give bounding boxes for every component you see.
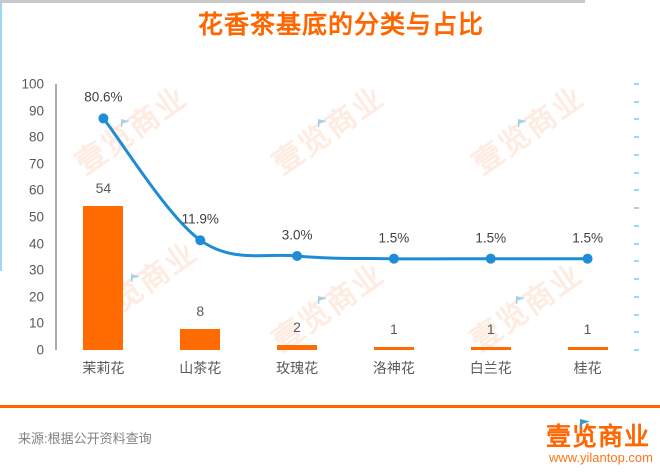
- chart-title: 花香茶基底的分类与占比: [197, 11, 484, 39]
- bar-value-label: 1: [390, 321, 398, 338]
- secondary-axis-tick: [634, 278, 639, 281]
- bar-value-label: 1: [486, 321, 495, 338]
- percent-label: 80.6%: [84, 89, 123, 105]
- category-label: 洛神花: [372, 360, 415, 376]
- y-tick-label: 70: [28, 156, 44, 172]
- percent-label: 3.0%: [281, 227, 313, 243]
- secondary-axis-line: [0, 3, 2, 271]
- bar: [470, 347, 511, 350]
- bar-value-label: 2: [293, 318, 301, 335]
- logo-text: 壹览商业: [545, 423, 650, 451]
- brand-logo: 壹览商业 www.yilantop.com: [538, 417, 655, 469]
- secondary-axis-tick: [634, 136, 639, 139]
- secondary-axis-tick: [634, 100, 639, 103]
- secondary-axis-tick: [634, 349, 639, 351]
- secondary-axis-tick: [634, 313, 639, 316]
- y-tick-label: 90: [28, 103, 44, 119]
- secondary-axis-tick: [634, 295, 639, 298]
- secondary-axis-tick: [634, 83, 639, 85]
- y-tick-label: 100: [21, 76, 44, 92]
- secondary-axis-tick: [634, 331, 639, 334]
- y-tick-label: 50: [28, 209, 44, 225]
- category-label: 白兰花: [469, 360, 512, 376]
- y-tick-label: 20: [28, 289, 44, 305]
- y-tick-label: 0: [36, 342, 44, 358]
- secondary-axis-tick: [634, 189, 639, 192]
- y-tick-label: 30: [28, 262, 44, 278]
- footer-divider: [0, 405, 660, 408]
- percent-label: 1.5%: [378, 230, 410, 246]
- y-axis-line: [55, 84, 57, 350]
- bar-value-label: 8: [196, 302, 205, 319]
- secondary-axis-tick: [634, 242, 639, 245]
- secondary-axis-tick: [634, 224, 639, 227]
- source-note: 来源:根据公开资料查询: [18, 431, 152, 446]
- category-label: 桂花: [573, 360, 602, 376]
- category-label: 茉莉花: [82, 360, 125, 376]
- category-label: 玫瑰花: [276, 360, 319, 376]
- secondary-axis-tick: [634, 118, 639, 121]
- bar: [180, 328, 221, 350]
- secondary-axis-tick: [634, 260, 639, 263]
- bar: [277, 344, 318, 350]
- y-tick-label: 60: [28, 182, 44, 198]
- bar-value-label: 54: [95, 180, 112, 197]
- y-tick-label: 80: [28, 129, 44, 145]
- secondary-axis-tick: [634, 153, 639, 156]
- percent-label: 1.5%: [475, 230, 507, 246]
- bar: [373, 347, 414, 350]
- percent-label: 1.5%: [572, 230, 603, 246]
- x-axis-line: [0, 0, 585, 3]
- percent-label: 11.9%: [181, 211, 219, 227]
- category-label: 山茶花: [179, 360, 222, 376]
- logo-url: www.yilantop.com: [548, 450, 653, 465]
- bar: [567, 347, 608, 350]
- bar-value-label: 1: [583, 321, 592, 338]
- y-tick-label: 40: [28, 236, 44, 252]
- secondary-axis-tick: [634, 207, 639, 210]
- secondary-axis-tick: [634, 171, 639, 174]
- y-tick-label: 10: [28, 315, 44, 331]
